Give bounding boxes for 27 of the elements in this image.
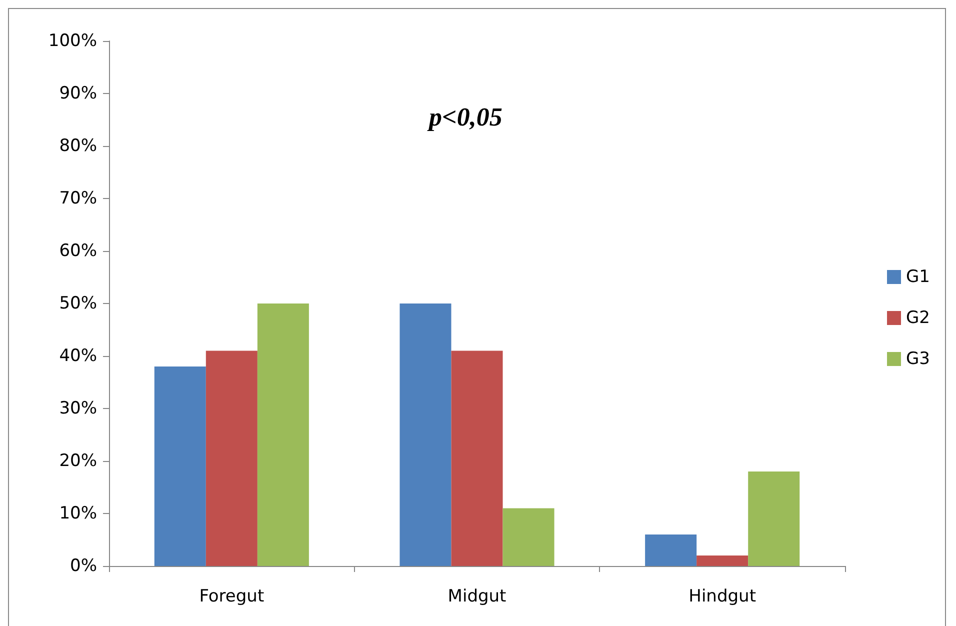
bar: [451, 350, 503, 566]
y-tick-label: 80%: [59, 136, 97, 156]
bar: [154, 366, 206, 566]
bar: [696, 556, 748, 566]
bar: [257, 304, 309, 566]
y-tick-label: 10%: [59, 504, 97, 524]
bar: [206, 350, 258, 566]
x-tick-label: Midgut: [448, 586, 507, 606]
y-tick-label: 70%: [59, 188, 97, 208]
x-tick-label: Foregut: [199, 586, 264, 606]
bar: [502, 508, 554, 566]
y-tick-label: 0%: [70, 556, 97, 576]
y-tick-label: 100%: [48, 31, 97, 51]
bar: [645, 534, 697, 566]
annotation: p<0,05: [427, 102, 502, 132]
y-tick-label: 90%: [59, 84, 97, 104]
legend-label: G3: [906, 349, 930, 369]
x-tick-label: Hindgut: [688, 586, 756, 606]
bar: [748, 472, 800, 566]
bar: [400, 304, 452, 566]
y-tick-label: 30%: [59, 398, 97, 418]
legend-label: G2: [906, 308, 930, 328]
y-tick-label: 40%: [59, 346, 97, 366]
y-tick-label: 20%: [59, 451, 97, 471]
legend-label: G1: [906, 267, 930, 287]
y-tick-label: 60%: [59, 241, 97, 261]
y-tick-label: 50%: [59, 294, 97, 314]
